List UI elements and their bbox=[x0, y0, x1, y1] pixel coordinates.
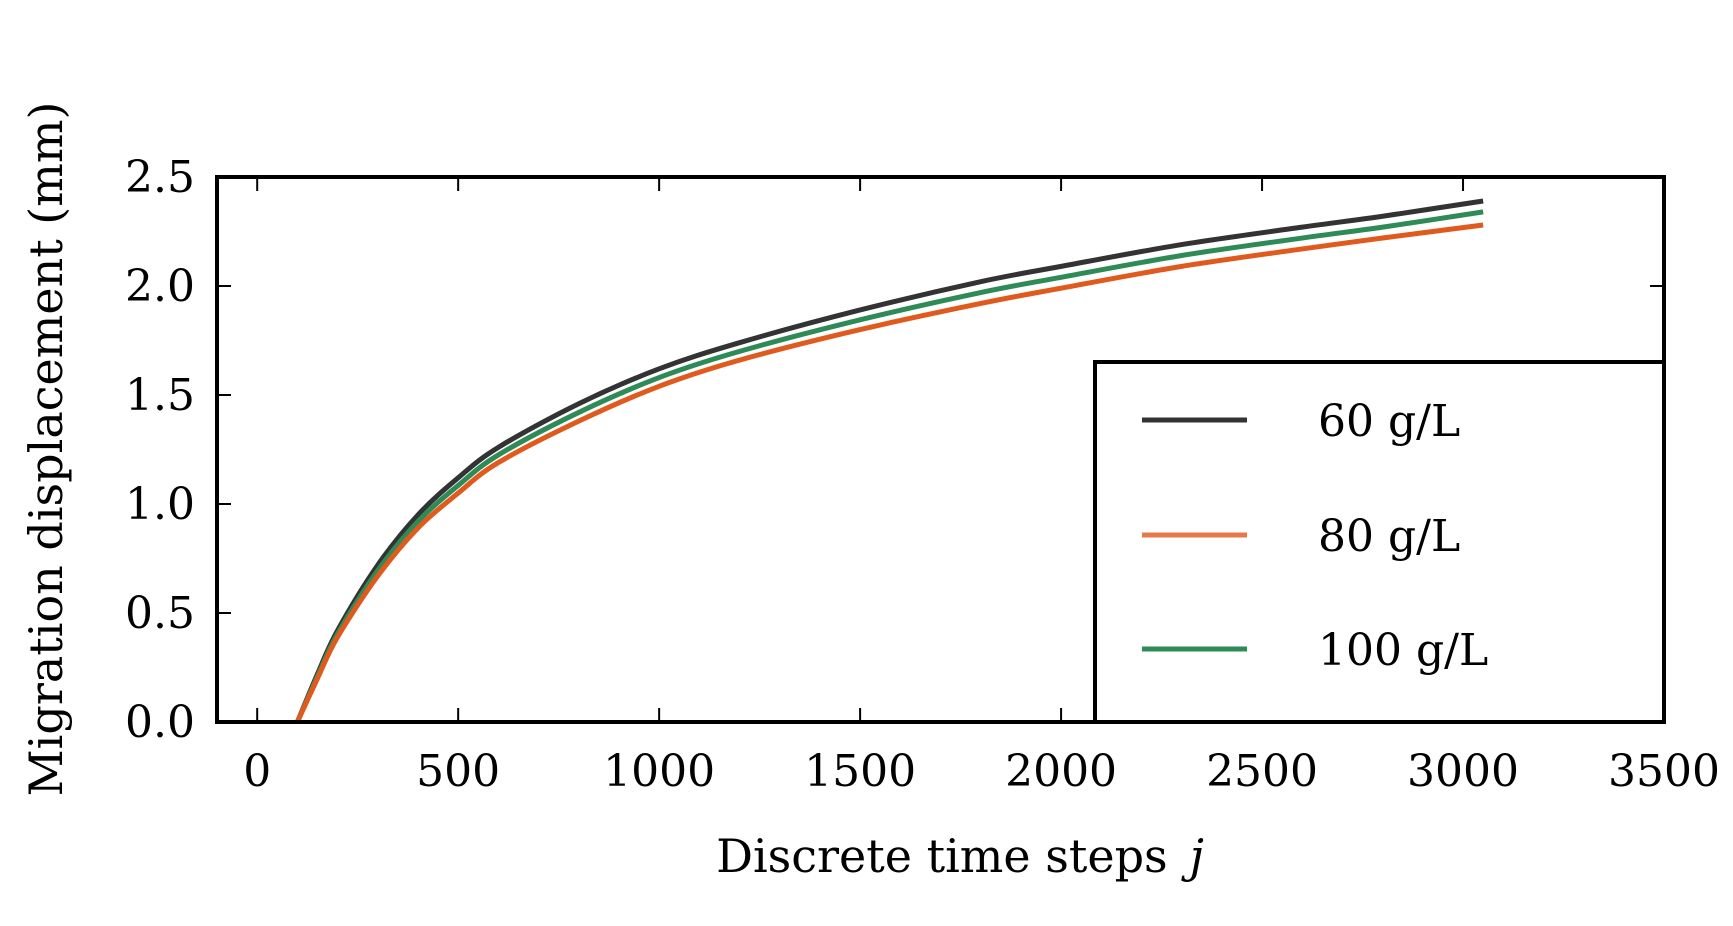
y-tick-label: 0.0 bbox=[125, 697, 195, 748]
x-tick-label: 3500 bbox=[1608, 746, 1720, 797]
plot-area bbox=[295, 198, 1484, 724]
x-tick-label: 1000 bbox=[603, 746, 715, 797]
x-axis-title: Discrete time steps j bbox=[716, 829, 1204, 883]
legend-label-100-g-l: 100 g/L bbox=[1318, 625, 1488, 676]
legend: 60 g/L 80 g/L 100 g/L bbox=[1093, 360, 1666, 724]
y-tick-label: 0.5 bbox=[125, 588, 195, 639]
series-line-80-g-l bbox=[295, 222, 1484, 724]
x-tick-label: 0 bbox=[243, 746, 271, 797]
series-line-60-g-l bbox=[295, 198, 1484, 723]
y-tick-label: 2.0 bbox=[125, 261, 195, 312]
series-line-100-g-l bbox=[295, 209, 1484, 724]
y-axis-title: Migration displacement (mm) bbox=[19, 102, 73, 797]
y-tick-label: 2.5 bbox=[125, 152, 195, 203]
x-tick-label: 500 bbox=[416, 746, 500, 797]
x-tick-label: 1500 bbox=[804, 746, 916, 797]
x-axis-title-variable: j bbox=[1181, 829, 1204, 883]
legend-label-60-g-l: 60 g/L bbox=[1318, 396, 1460, 447]
x-tick-label: 2500 bbox=[1206, 746, 1318, 797]
y-tick-label: 1.5 bbox=[125, 370, 195, 421]
x-tick-label: 2000 bbox=[1005, 746, 1117, 797]
legend-label-80-g-l: 80 g/L bbox=[1318, 511, 1460, 562]
x-axis-title-text: Discrete time steps bbox=[716, 829, 1168, 883]
axis-ticks: 0 500 1000 1500 2000 2500 3000 3500 0.0 0.5 1.0 1.5… bbox=[125, 152, 1720, 797]
y-tick-label: 1.0 bbox=[125, 479, 195, 530]
x-tick-label: 3000 bbox=[1407, 746, 1519, 797]
